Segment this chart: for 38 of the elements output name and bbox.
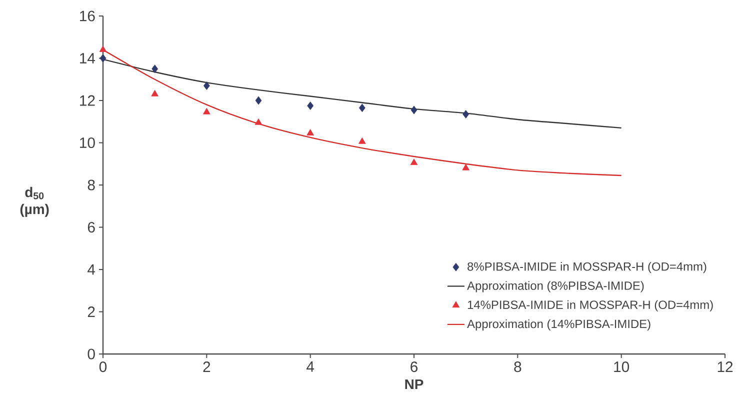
point — [462, 164, 470, 170]
point — [255, 96, 262, 105]
point — [203, 108, 210, 114]
y-tick-label: 14 — [80, 53, 96, 64]
point — [307, 102, 314, 110]
y-tick-label: 2 — [88, 306, 95, 317]
point — [358, 138, 366, 144]
point — [410, 106, 418, 114]
x-tick-label: 4 — [306, 362, 314, 372]
legend-label: Approximation (14%PIBSA-IMIDE) — [467, 319, 650, 331]
x-tick-label: 6 — [410, 362, 418, 372]
legend-label: Approximation (8%PIBSA-IMIDE) — [467, 281, 644, 292]
point — [306, 129, 314, 136]
x-axis-title: NP — [405, 379, 424, 390]
y-axis-title: d$_{50}$ (µm) — [20, 186, 49, 217]
legend-label: 8%PIBSA-IMIDE in MOSSPAR-H (OD=4mm) — [468, 262, 706, 274]
y-tick-label: 10 — [80, 137, 95, 148]
point — [151, 90, 158, 96]
x-tick-label: 0 — [99, 362, 107, 372]
point — [203, 82, 210, 90]
y-tick-label: 16 — [80, 10, 95, 22]
x-tick-label: 12 — [718, 362, 733, 372]
point — [100, 54, 106, 62]
y-tick-label: 8 — [88, 180, 95, 190]
y-tick-label: 12 — [80, 95, 95, 106]
point — [152, 64, 158, 73]
x-tick-label: 2 — [203, 362, 210, 372]
point — [462, 110, 470, 118]
y-tick-label: 4 — [88, 264, 96, 275]
y-tick-label: 0 — [88, 348, 95, 360]
x-tick-label: 8 — [514, 362, 522, 372]
point — [99, 46, 107, 52]
point — [410, 158, 418, 166]
point — [254, 118, 262, 125]
legend-label: 14%PIBSA-IMIDE in MOSSPAR-H (OD=4mm) — [468, 300, 713, 312]
point — [358, 104, 366, 112]
y-tick-label: 6 — [88, 222, 95, 233]
x-tick-label: 10 — [614, 362, 630, 372]
